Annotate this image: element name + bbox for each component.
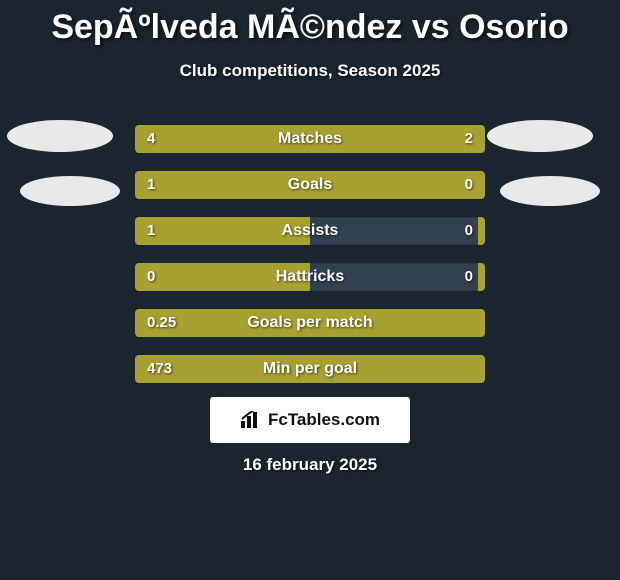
bar-value-right: 0 (465, 263, 473, 291)
bar-row: Matches4 2 (135, 125, 485, 153)
source-logo: FcTables.com (210, 397, 410, 443)
bar-label: Goals per match (135, 309, 485, 337)
avatar-right-top (487, 120, 593, 152)
page-title: SepÃºlveda MÃ©ndez vs Osorio (0, 0, 620, 47)
bar-row: Goals1 0 (135, 171, 485, 199)
avatar-left-top (7, 120, 113, 152)
bar-row: Hattricks0 0 (135, 263, 485, 291)
avatar-right-bottom (500, 176, 600, 206)
logo-text: FcTables.com (268, 410, 380, 430)
bar-label: Goals (135, 171, 485, 199)
avatar-left-bottom (20, 176, 120, 206)
bar-value-left: 0 (147, 263, 155, 291)
subtitle: Club competitions, Season 2025 (0, 61, 620, 81)
bar-value-left: 1 (147, 217, 155, 245)
bar-value-right: 0 (465, 217, 473, 245)
bar-row: Min per goal473 (135, 355, 485, 383)
bar-label: Hattricks (135, 263, 485, 291)
bar-value-right: 2 (465, 125, 473, 153)
bar-value-left: 4 (147, 125, 155, 153)
bars-icon (240, 411, 262, 429)
bar-value-right: 0 (465, 171, 473, 199)
bar-label: Min per goal (135, 355, 485, 383)
bar-value-left: 1 (147, 171, 155, 199)
bar-label: Assists (135, 217, 485, 245)
bar-row: Goals per match0.25 (135, 309, 485, 337)
bar-row: Assists1 0 (135, 217, 485, 245)
bar-label: Matches (135, 125, 485, 153)
bar-value-left: 473 (147, 355, 172, 383)
stats-bars: Matches42Goals10Assists10Hattricks00Goal… (135, 125, 485, 401)
bar-value-left: 0.25 (147, 309, 176, 337)
date-label: 16 february 2025 (0, 455, 620, 475)
